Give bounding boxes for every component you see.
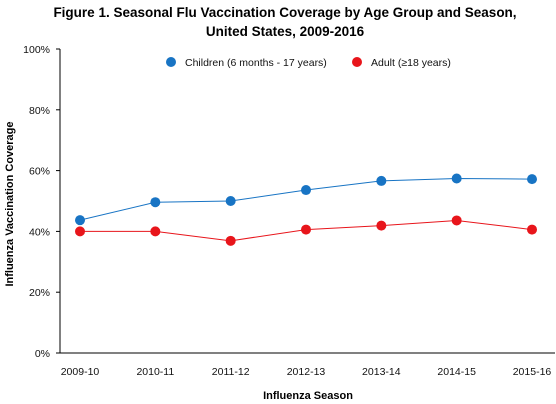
- legend-marker: [352, 57, 362, 67]
- data-point: [376, 175, 387, 186]
- x-tick-label: 2012-13: [287, 366, 326, 378]
- chart-title-line-1: Figure 1. Seasonal Flu Vaccination Cover…: [53, 5, 516, 20]
- data-point: [75, 215, 85, 226]
- data-point: [527, 174, 537, 185]
- data-point: [301, 224, 311, 235]
- data-point: [301, 185, 311, 196]
- data-point: [376, 220, 387, 231]
- axes: [59, 49, 555, 354]
- data-point: [150, 226, 161, 237]
- x-tick-label: 2011-12: [212, 366, 250, 378]
- y-tick-label: 100%: [23, 44, 50, 56]
- x-tick-label: 2013-14: [362, 366, 401, 378]
- x-tick-label: 2009-10: [61, 366, 100, 378]
- y-tick-label: 20%: [29, 287, 50, 299]
- legend: Children (6 months - 17 years) Adult (≥18…: [166, 57, 451, 69]
- series-line: [79, 178, 533, 221]
- data-point: [150, 197, 161, 208]
- y-axis-ticks: 0% 20% 40% 60% 80% 100%: [23, 44, 60, 360]
- y-tick-label: 0%: [35, 348, 50, 360]
- x-tick-label: 2010-11: [136, 366, 174, 378]
- y-tick-label: 60%: [29, 166, 50, 178]
- data-point: [225, 196, 236, 206]
- x-tick-label: 2015-16: [513, 366, 552, 378]
- legend-label: Adult (≥18 years): [371, 57, 451, 69]
- data-point: [451, 173, 462, 184]
- y-tick-label: 80%: [29, 105, 50, 117]
- series-1: [75, 173, 537, 226]
- y-tick-label: 40%: [29, 226, 50, 238]
- series-2: [75, 215, 537, 246]
- legend-marker: [166, 57, 176, 67]
- data-point: [451, 215, 462, 226]
- data-point: [527, 224, 537, 235]
- data-point: [225, 235, 236, 246]
- x-axis-ticks: 2009-10 2010-11 2011-12 2012-13 2013-14 2014-…: [61, 366, 552, 378]
- legend-label: Children (6 months - 17 years): [185, 57, 327, 69]
- x-axis-label: Influenza Season: [263, 390, 353, 402]
- y-axis-label: Influenza Vaccination Coverage: [4, 121, 16, 286]
- x-tick-label: 2014-15: [437, 366, 476, 378]
- data-point: [75, 226, 85, 237]
- chart-title-line-2: United States, 2009-2016: [206, 24, 365, 39]
- data-series: [75, 173, 537, 246]
